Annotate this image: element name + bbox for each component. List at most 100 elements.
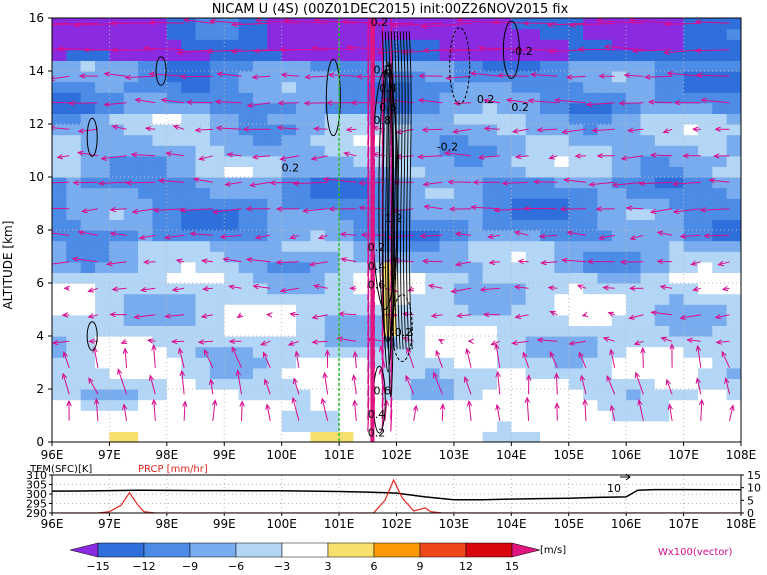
shading-cell [324,304,340,316]
shading-cell [511,304,527,316]
shading-cell [511,272,527,284]
wind-vector [345,44,386,51]
shading-cell [123,399,139,411]
wind-vector [438,339,445,345]
shading-cell [152,325,168,337]
shading-cell [52,261,67,273]
shading-cell [525,420,541,432]
shading-cell [238,134,254,146]
shading-cell [52,155,67,167]
shading-cell [726,198,741,210]
shading-cell [324,18,340,30]
shading-cell [324,60,340,72]
wind-vector [439,403,446,421]
shading-cell [654,198,670,210]
shading-cell [296,145,311,157]
shading-cell [654,240,670,252]
shading-cell [238,49,254,61]
shading-cell [152,60,168,72]
shading-cell [138,367,154,379]
x-tick-label: 104E [496,517,527,531]
shading-cell [726,219,741,231]
shading-cell [296,187,311,199]
wind-vector [254,234,271,240]
shading-cell [80,378,96,390]
shading-cell [109,357,125,369]
wind-vector [540,259,558,266]
shading-cell [683,102,699,114]
shading-cell [482,60,498,72]
wind-vector [52,22,70,25]
shading-cell [640,240,656,252]
shading-cell [66,145,82,157]
shading-cell [238,346,254,358]
shading-cell [80,230,96,242]
shading-cell [540,166,555,178]
shading-cell [540,92,555,104]
shading-cell [453,272,469,284]
shading-cell [252,208,268,220]
shading-cell [511,346,527,358]
shading-cell [52,124,67,136]
shading-cell [669,389,685,401]
wind-vector [609,404,616,421]
shading-cell [138,272,154,284]
wind-vector [578,351,587,369]
shading-cell [353,410,369,422]
wind-vector [625,205,644,211]
shading-cell [654,102,670,114]
wind-vector [322,176,357,183]
shading-cell [66,240,82,252]
shading-cell [52,208,67,220]
shading-cell [611,28,627,40]
shading-cell [109,325,125,337]
shading-cell [52,71,67,83]
shading-cell [52,102,67,114]
shading-cell [482,272,498,284]
shading-cell [339,336,355,348]
shading-cell [152,177,168,189]
shading-cell [367,283,383,295]
shading-cell [95,410,111,422]
shading-cell [410,272,426,284]
shading-cell [209,60,225,72]
wind-vector [252,283,271,290]
shading-cell [554,145,570,157]
shading-cell [511,240,527,252]
shading-cell [554,49,570,61]
shading-cell [654,166,670,178]
wind-vector [553,372,560,395]
shading-cell [583,39,599,51]
shading-cell [95,283,111,295]
shading-cell [640,49,656,61]
shading-cell [511,219,527,231]
shading-cell [252,389,268,401]
wind-vector [189,231,213,237]
shading-cell [626,240,642,252]
shading-cell [66,102,82,114]
shading-cell [697,378,713,390]
wind-vector [505,97,529,104]
shading-cell [611,92,627,104]
shading-cell [726,113,741,125]
shading-cell [583,166,599,178]
wind-vector [109,206,127,213]
shading-cell [109,336,125,348]
shading-cell [683,261,699,273]
shading-cell [152,102,168,114]
shading-cell [410,230,426,242]
shading-cell [281,102,297,114]
shading-cell [382,208,398,220]
wind-vector [447,179,472,185]
shading-cell [52,293,67,305]
shading-cell [511,314,527,326]
shading-cell [109,251,125,263]
wind-vector [513,284,529,290]
wind-vector [269,180,299,186]
wind-vector [650,310,673,316]
shading-cell [482,261,498,273]
shading-cell [439,410,455,422]
wind-u-shading [52,18,741,442]
shading-cell [583,113,599,125]
shading-cell [181,367,197,379]
